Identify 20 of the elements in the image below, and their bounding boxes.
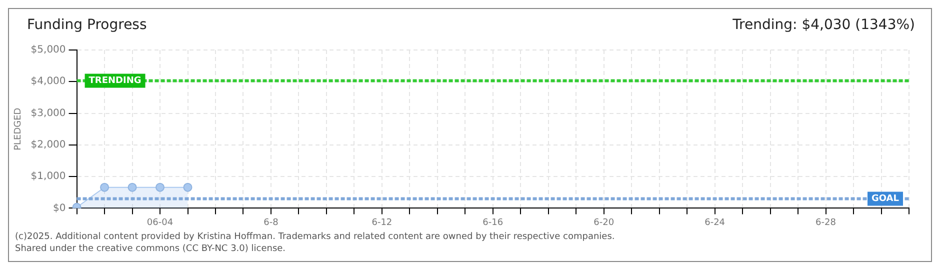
chart-title: Funding Progress: [27, 17, 147, 35]
y-tick-label: $1,000: [30, 171, 66, 182]
x-tick-label: 6-28: [816, 218, 836, 228]
x-tick-label: 6-24: [704, 218, 726, 228]
text: (c)2025. Additional content provided by Kristina Hoffman. Trademarks and related content are owned by their respective companies.: [15, 231, 616, 243]
y-tick-label: $5,000: [30, 44, 66, 56]
x-tick-label: 6-20: [594, 218, 614, 228]
x-tick-label: 06-04: [146, 218, 174, 228]
chart-subtitle: Trending: $4,030 (1343%): [732, 17, 915, 35]
y-tick-label: $4,000: [30, 76, 66, 88]
x-tick-label: 6-8: [264, 218, 279, 228]
ref-line-label: TRENDING: [88, 76, 142, 86]
y-tick-label: $3,000: [30, 108, 66, 119]
text: Shared under the creative commons (CC BY-NC 3.0) license.: [15, 243, 287, 255]
x-tick-label: 6-12: [372, 218, 392, 228]
y-tick-label: $2,000: [30, 140, 66, 151]
y-axis-title: PLEDGED: [14, 108, 24, 150]
ref-line-label: GOAL: [872, 194, 900, 204]
x-tick-label: 6-16: [482, 218, 504, 228]
y-tick-label: $0: [53, 202, 66, 214]
